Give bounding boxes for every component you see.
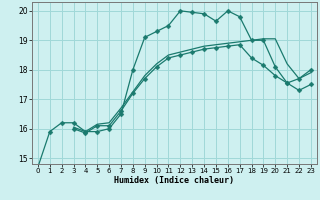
X-axis label: Humidex (Indice chaleur): Humidex (Indice chaleur) bbox=[115, 176, 234, 185]
